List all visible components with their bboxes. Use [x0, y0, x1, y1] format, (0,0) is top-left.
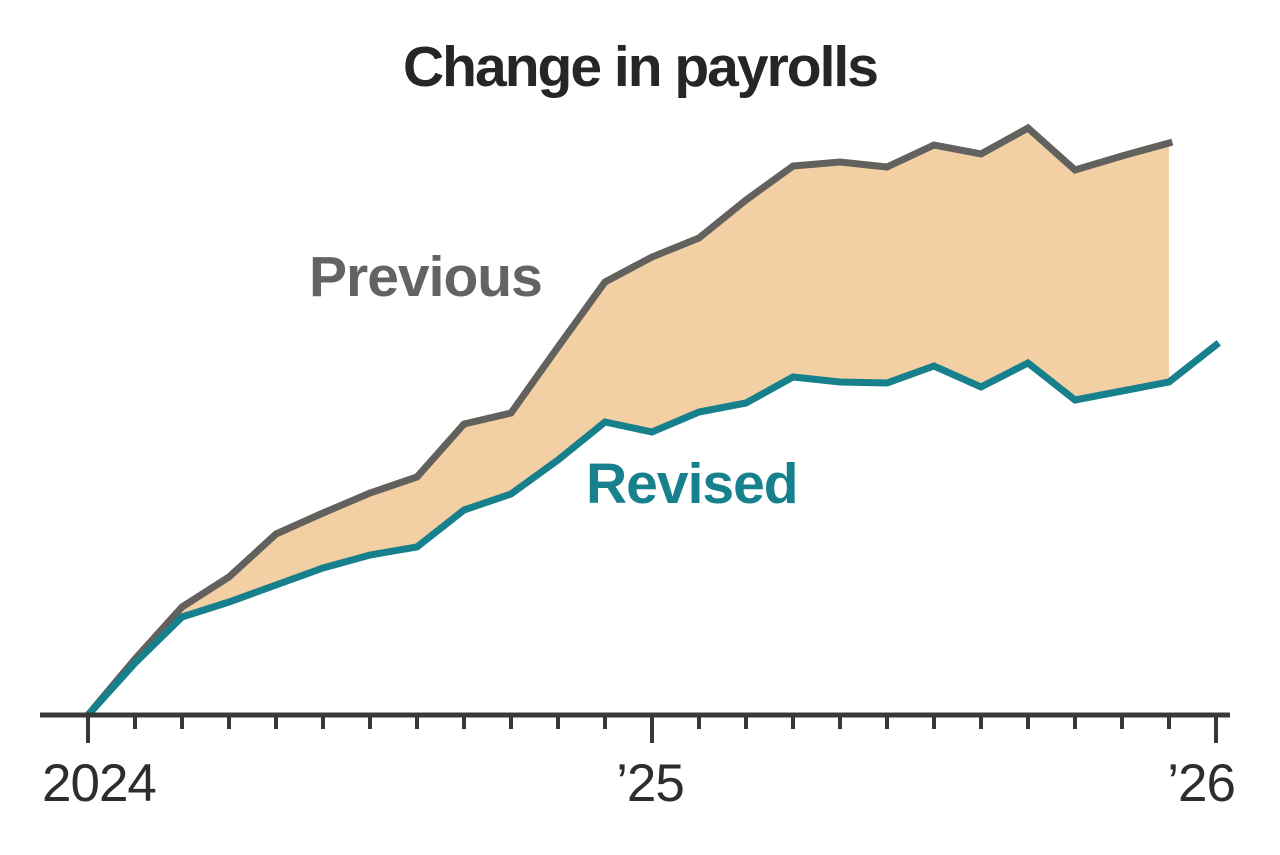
x-axis-label-25: ’25 [616, 754, 685, 813]
revision-gap-band [88, 128, 1169, 715]
previous-series-label: Previous [309, 245, 543, 309]
previous-line [83, 123, 1174, 720]
revised-line [83, 340, 1221, 720]
x-axis-label-26: ’26 [1167, 754, 1236, 813]
revised-series-label: Revised [586, 452, 799, 516]
chart-title: Change in payrolls [403, 35, 879, 99]
x-axis-label-2024: 2024 [42, 754, 157, 813]
